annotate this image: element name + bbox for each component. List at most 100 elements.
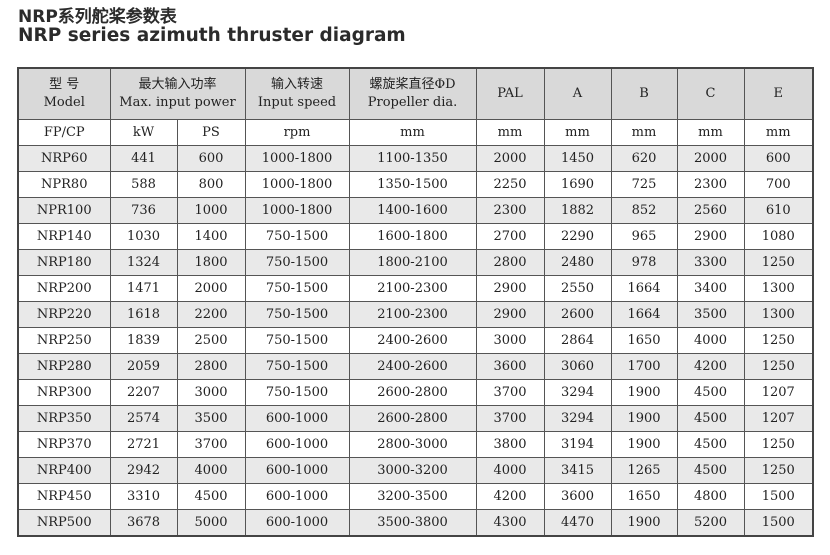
- table-cell: NRP60: [17, 145, 111, 172]
- table-cell: 600: [176, 145, 246, 172]
- table-cell: 4470: [543, 509, 612, 537]
- table-cell: 2000: [676, 145, 745, 172]
- table-cell: NRP220: [17, 301, 111, 328]
- table-cell: 2900: [475, 275, 545, 302]
- table-cell: 1000-1800: [244, 171, 350, 198]
- table-cell: 3500: [676, 301, 745, 328]
- table-cell: 2500: [176, 327, 246, 354]
- header-power-cn: 最大输入功率: [138, 77, 217, 92]
- table-cell: NRP400: [17, 457, 111, 484]
- table-cell: 2600-2800: [348, 405, 477, 432]
- table-cell: 3800: [475, 431, 545, 458]
- table-cell: 1250: [743, 457, 814, 484]
- table-cell: 1650: [610, 483, 678, 510]
- table-cell: 750-1500: [244, 275, 350, 302]
- unit-cell: mm: [348, 119, 477, 146]
- table-cell: 2059: [109, 353, 178, 380]
- table-row: NRP500 3678 5000 600-1000 3500-3800 4300 4470 1…: [17, 509, 814, 537]
- table-cell: 2600-2800: [348, 379, 477, 406]
- table-cell: 4800: [676, 483, 745, 510]
- table-cell: 4500: [176, 483, 246, 510]
- unit-cell: rpm: [244, 119, 350, 146]
- table-cell: 1900: [610, 431, 678, 458]
- table-cell: 1000: [176, 197, 246, 224]
- table-row: NRP250 1839 2500 750-1500 2400-2600 3000 2864 1…: [17, 327, 814, 354]
- table-cell: 750-1500: [244, 353, 350, 380]
- table-cell: 725: [610, 171, 678, 198]
- table-cell: 3294: [543, 379, 612, 406]
- table-cell: 3310: [109, 483, 178, 510]
- table-cell: 2574: [109, 405, 178, 432]
- table-cell: 1400: [176, 223, 246, 250]
- table-cell: 1324: [109, 249, 178, 276]
- table-cell: 1207: [743, 379, 814, 406]
- table-cell: 610: [743, 197, 814, 224]
- table-cell: 2000: [176, 275, 246, 302]
- table-row: NRP350 2574 3500 600-1000 2600-2800 3700 3294 1…: [17, 405, 814, 432]
- table-cell: 2900: [676, 223, 745, 250]
- table-cell: 1080: [743, 223, 814, 250]
- table-cell: 2100-2300: [348, 275, 477, 302]
- table-cell: 1265: [610, 457, 678, 484]
- title-english: NRP series azimuth thruster diagram: [18, 25, 406, 46]
- table-cell: 4500: [676, 379, 745, 406]
- table-cell: 4300: [475, 509, 545, 537]
- table-cell: 441: [109, 145, 178, 172]
- table-cell: 750-1500: [244, 301, 350, 328]
- header-model: 型 号 Model: [17, 67, 111, 120]
- table-cell: NRP280: [17, 353, 111, 380]
- table-cell: 1618: [109, 301, 178, 328]
- table-cell: 600-1000: [244, 509, 350, 537]
- header-prop-cn: 螺旋桨直径ΦD: [369, 77, 456, 92]
- table-cell: 1882: [543, 197, 612, 224]
- table-cell: 800: [176, 171, 246, 198]
- table-cell: 600: [743, 145, 814, 172]
- table-cell: 588: [109, 171, 178, 198]
- table-cell: 1000-1800: [244, 197, 350, 224]
- table-cell: 2700: [475, 223, 545, 250]
- table-cell: 1250: [743, 353, 814, 380]
- table-cell: 2250: [475, 171, 545, 198]
- table-cell: 700: [743, 171, 814, 198]
- table-cell: 3500: [176, 405, 246, 432]
- table-row: NRP220 1618 2200 750-1500 2100-2300 2900 2600 1…: [17, 301, 814, 328]
- table-row: NRP450 3310 4500 600-1000 3200-3500 4200 3600 1…: [17, 483, 814, 510]
- header-b: B: [610, 67, 678, 120]
- header-power: 最大输入功率 Max. input power: [109, 67, 246, 120]
- table-cell: 2000: [475, 145, 545, 172]
- table-row: NRP180 1324 1800 750-1500 1800-2100 2800 2480 9…: [17, 249, 814, 276]
- table-cell: 965: [610, 223, 678, 250]
- table-cell: 4500: [676, 431, 745, 458]
- table-row: NRP300 2207 3000 750-1500 2600-2800 3700 3294 1…: [17, 379, 814, 406]
- title-chinese: NRP系列舵桨参数表: [18, 7, 177, 27]
- unit-cell: mm: [676, 119, 745, 146]
- table-cell: 2800-3000: [348, 431, 477, 458]
- table-cell: 3678: [109, 509, 178, 537]
- unit-cell: FP/CP: [17, 119, 111, 146]
- table-cell: 2600: [543, 301, 612, 328]
- table-cell: 1800: [176, 249, 246, 276]
- table-cell: 4000: [676, 327, 745, 354]
- table-cell: 600-1000: [244, 431, 350, 458]
- table-cell: 2942: [109, 457, 178, 484]
- header-pal: PAL: [475, 67, 545, 120]
- table-cell: 4200: [475, 483, 545, 510]
- table-cell: 3294: [543, 405, 612, 432]
- table-cell: 1500: [743, 483, 814, 510]
- table-cell: 3200-3500: [348, 483, 477, 510]
- table-cell: 1600-1800: [348, 223, 477, 250]
- table-cell: 2100-2300: [348, 301, 477, 328]
- table-cell: 1100-1350: [348, 145, 477, 172]
- header-row: 型 号 Model 最大输入功率 Max. input power 输入转速 Inpu…: [17, 67, 814, 120]
- table-cell: 4500: [676, 457, 745, 484]
- header-power-en: Max. input power: [119, 95, 236, 110]
- table-cell: NPR100: [17, 197, 111, 224]
- thruster-spec-table: 型 号 Model 最大输入功率 Max. input power 输入转速 Inpu…: [17, 67, 814, 537]
- table-cell: 1500: [743, 509, 814, 537]
- table-cell: 3415: [543, 457, 612, 484]
- table-cell: 1250: [743, 249, 814, 276]
- table-cell: 3600: [475, 353, 545, 380]
- table-row: NRP280 2059 2800 750-1500 2400-2600 3600 3060 1…: [17, 353, 814, 380]
- table-cell: 2900: [475, 301, 545, 328]
- table-cell: 1207: [743, 405, 814, 432]
